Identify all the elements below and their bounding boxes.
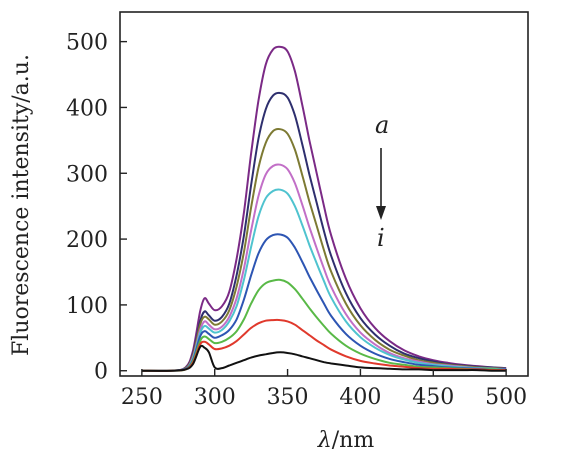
y-tick-label: 400 [66,96,108,121]
tick-layer: 250 300 350 400 450 500 0 100 200 300 400 500 [66,31,527,410]
series-line-1 [141,45,507,372]
x-axis-label: λ/nm [317,428,375,453]
annotation-arrow-head [376,206,386,220]
y-tick-label: 0 [94,360,108,385]
y-tick-label: 500 [66,31,108,56]
series-line-4 [141,163,507,372]
y-tick-label: 200 [66,228,108,253]
series-line-7 [141,278,507,372]
x-tick-label: 400 [339,385,381,410]
series-order-annotation: a i [375,111,389,252]
x-tick-label: 300 [194,385,236,410]
series-line-9 [141,344,507,372]
series-line-8 [141,318,507,372]
x-axis-symbol: λ [317,428,332,453]
series-line-6 [141,233,507,372]
annotation-top-label: a [375,111,389,139]
series-line-3 [141,127,507,372]
annotation-bottom-label: i [377,224,385,252]
y-axis-label: Fluorescence intensity/a.u. [9,54,34,356]
plot-frame [119,11,529,377]
y-tick-label: 300 [66,162,108,187]
x-tick-label: 500 [485,385,527,410]
x-axis-unit: /nm [332,428,375,453]
x-tick-label: 250 [121,385,163,410]
series-line-2 [141,91,507,372]
y-tick-label: 100 [66,294,108,319]
x-tick-label: 450 [412,385,454,410]
series-line-5 [141,188,507,372]
series-layer [141,45,507,372]
x-tick-label: 350 [267,385,309,410]
